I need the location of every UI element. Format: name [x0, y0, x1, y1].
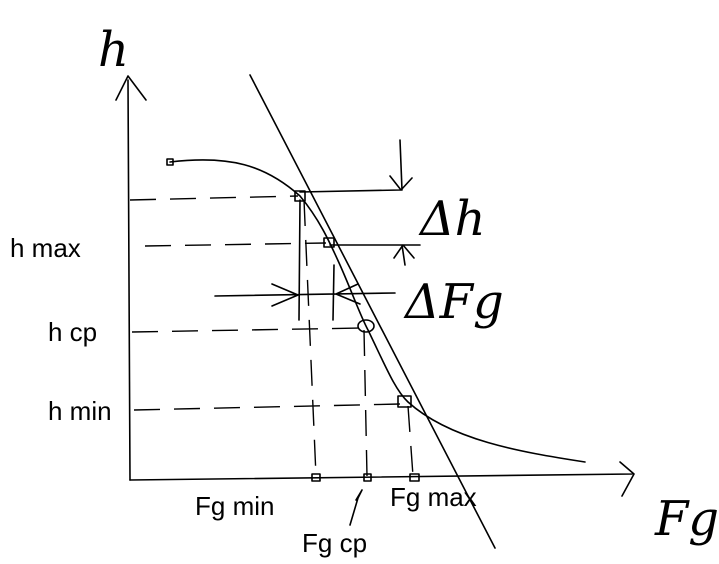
- guide: [407, 405, 414, 477]
- x-label: Fg cp: [302, 528, 367, 558]
- x-axis: [129, 461, 635, 497]
- point: [409, 473, 420, 482]
- y-label: h min: [48, 396, 112, 426]
- guide: [131, 327, 363, 333]
- guide: [129, 195, 299, 201]
- guide: [363, 329, 368, 477]
- guide: [133, 403, 401, 411]
- curve: [169, 159, 586, 463]
- x-label: Fg min: [195, 491, 274, 521]
- y-axis-label: h: [98, 22, 129, 78]
- point: [357, 319, 375, 333]
- annotation: ΔFg: [403, 274, 504, 330]
- y-label: h max: [10, 233, 81, 263]
- x-axis-label: Fg: [654, 491, 719, 547]
- pointer: [349, 489, 363, 526]
- annotation: Δh: [418, 191, 486, 247]
- point: [311, 473, 321, 482]
- axes: [115, 75, 635, 497]
- tangent-line: [249, 74, 496, 549]
- y-label: h cp: [48, 317, 97, 347]
- point: [397, 395, 412, 408]
- guide: [144, 242, 327, 247]
- x-label: Fg max: [390, 482, 477, 512]
- guides: [129, 195, 414, 477]
- delta-h-marker: [299, 139, 421, 266]
- guide: [303, 199, 317, 477]
- y-axis: [115, 75, 147, 481]
- curve-start: [166, 158, 174, 166]
- points: [294, 190, 420, 482]
- delta-fg-marker: [214, 199, 396, 321]
